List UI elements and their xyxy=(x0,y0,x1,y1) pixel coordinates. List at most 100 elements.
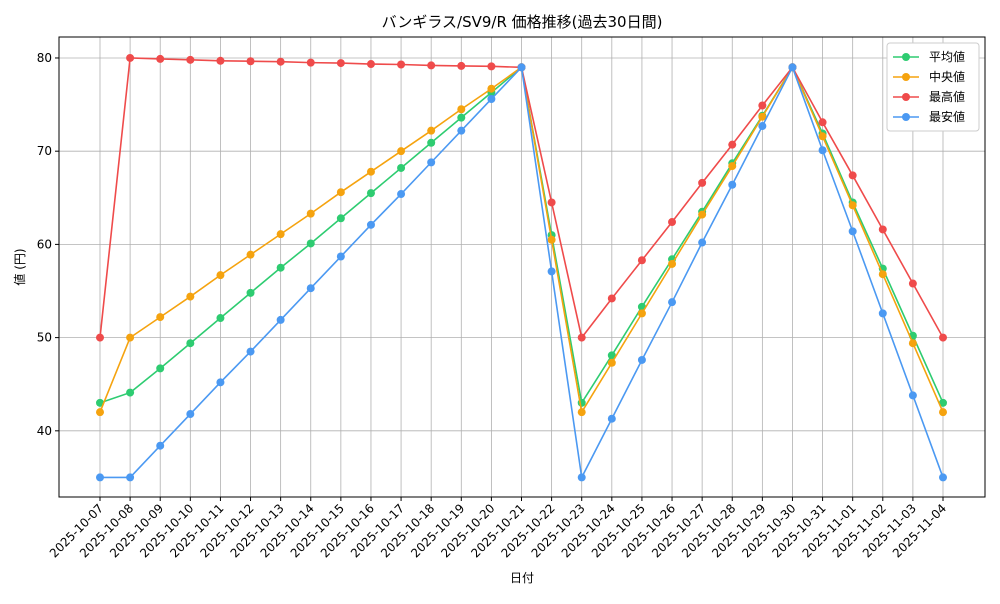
point xyxy=(939,333,947,342)
point xyxy=(758,122,767,131)
point xyxy=(547,198,556,207)
point xyxy=(427,61,436,70)
point xyxy=(607,414,616,423)
point xyxy=(397,60,406,69)
point xyxy=(306,239,315,248)
point xyxy=(156,441,165,450)
point xyxy=(848,227,857,236)
point xyxy=(276,315,285,324)
point xyxy=(397,163,406,172)
point xyxy=(336,252,345,261)
point xyxy=(336,188,345,197)
point xyxy=(939,408,947,417)
y-tick-label: 80 xyxy=(37,51,52,65)
point xyxy=(216,314,225,323)
x-axis-label: 日付 xyxy=(510,571,534,585)
legend-marker xyxy=(902,73,910,81)
point xyxy=(818,132,827,141)
point xyxy=(577,473,586,482)
point xyxy=(878,309,887,318)
point xyxy=(366,167,375,176)
point xyxy=(637,256,646,265)
point xyxy=(186,410,195,419)
point xyxy=(186,55,195,64)
point xyxy=(457,105,466,114)
point xyxy=(848,171,857,180)
point xyxy=(577,408,586,417)
point xyxy=(668,259,677,268)
point xyxy=(366,189,375,198)
point xyxy=(758,101,767,110)
point xyxy=(427,138,436,147)
point xyxy=(336,214,345,223)
point xyxy=(607,358,616,367)
legend-marker xyxy=(902,53,910,61)
point xyxy=(547,235,556,244)
point xyxy=(698,210,707,219)
point xyxy=(698,238,707,247)
y-tick-label: 50 xyxy=(37,331,52,345)
point xyxy=(306,58,315,67)
point xyxy=(637,309,646,318)
point xyxy=(216,271,225,280)
point xyxy=(908,339,917,348)
legend-marker xyxy=(902,113,910,121)
point xyxy=(306,209,315,218)
point xyxy=(246,347,255,356)
point xyxy=(457,113,466,122)
point xyxy=(276,263,285,272)
point xyxy=(126,333,135,342)
point xyxy=(457,126,466,135)
point xyxy=(216,378,225,387)
point xyxy=(668,298,677,307)
y-axis-label: 値 (円) xyxy=(12,248,27,285)
point xyxy=(607,351,616,360)
chart-title: バンギラス/SV9/R 価格推移(過去30日間) xyxy=(382,13,663,31)
point xyxy=(126,388,135,397)
legend-label: 平均値 xyxy=(929,49,965,64)
point xyxy=(487,62,496,71)
point xyxy=(366,220,375,229)
point xyxy=(668,218,677,227)
plot-frame xyxy=(58,36,986,498)
legend-marker xyxy=(902,93,910,101)
point xyxy=(156,364,165,373)
point xyxy=(878,225,887,234)
y-tick-label: 40 xyxy=(37,424,52,438)
point xyxy=(848,201,857,210)
legend-label: 最高値 xyxy=(929,89,965,104)
point xyxy=(427,126,436,135)
point xyxy=(758,112,767,121)
legend-label: 中央値 xyxy=(929,69,965,84)
point xyxy=(156,313,165,322)
point xyxy=(246,288,255,297)
legend-label: 最安値 xyxy=(929,109,965,124)
legend-box xyxy=(886,42,980,132)
point xyxy=(818,118,827,127)
point xyxy=(698,178,707,187)
point xyxy=(607,294,616,303)
point xyxy=(156,54,165,63)
point xyxy=(246,57,255,66)
point xyxy=(306,284,315,293)
point xyxy=(366,60,375,69)
point xyxy=(788,63,797,72)
point xyxy=(96,333,104,342)
point xyxy=(457,61,466,70)
point xyxy=(397,190,406,199)
point xyxy=(728,162,737,171)
point xyxy=(487,94,496,103)
point xyxy=(216,56,225,65)
point xyxy=(939,398,947,407)
point xyxy=(276,57,285,66)
point xyxy=(577,333,586,342)
y-tick-label: 70 xyxy=(37,144,52,158)
point xyxy=(547,267,556,276)
point xyxy=(728,140,737,149)
point xyxy=(517,63,526,72)
point xyxy=(878,270,887,279)
point xyxy=(246,250,255,259)
point xyxy=(728,180,737,189)
point xyxy=(336,59,345,68)
